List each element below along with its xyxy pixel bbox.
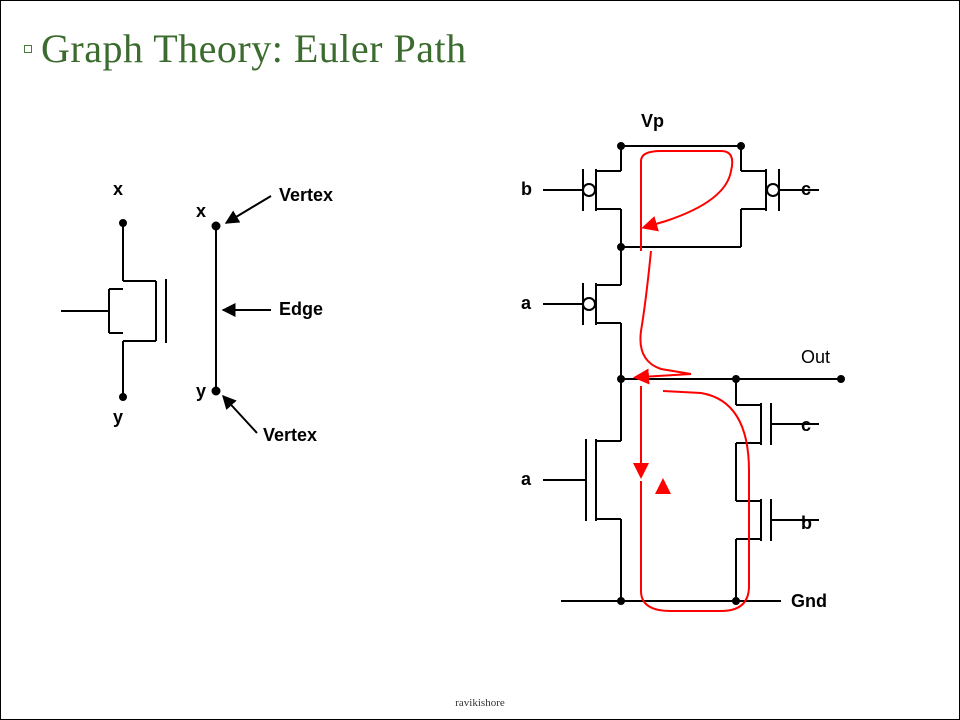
left-transistor xyxy=(61,220,166,400)
right-circuit xyxy=(543,143,844,604)
left-graph xyxy=(213,196,272,433)
slide: Graph Theory: Euler Path x y x y Vertex … xyxy=(0,0,960,720)
diagram-svg xyxy=(1,1,960,720)
